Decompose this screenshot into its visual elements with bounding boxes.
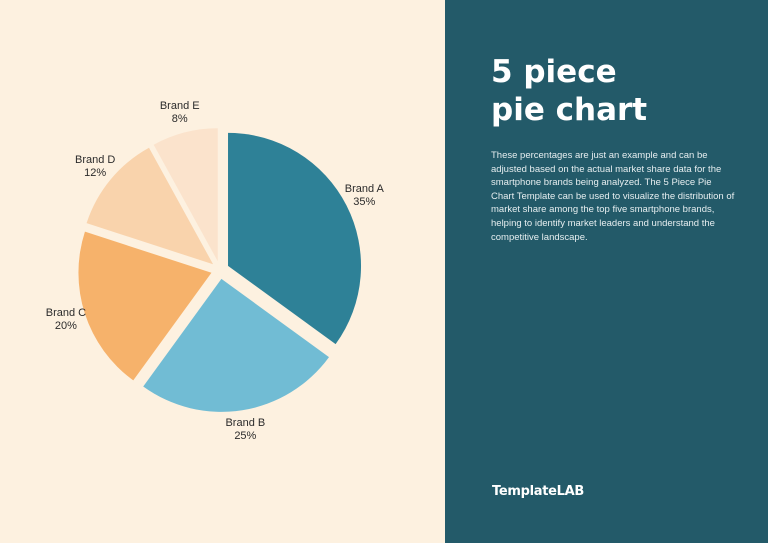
slice-label-brand-e: Brand E 8% [160, 100, 200, 126]
slice-label-name: Brand B [225, 417, 266, 429]
templatelab-logo: TemplateLAB [492, 484, 585, 499]
slice-label-name: Brand E [159, 100, 200, 113]
page-title: 5 piece pie chart [491, 53, 647, 129]
pie-chart [78, 128, 362, 412]
slice-label-name: Brand A [344, 183, 384, 196]
slice-label-brand-d: Brand D 12% [75, 154, 115, 180]
slice-label-brand-c: Brand C 20% [46, 307, 86, 333]
pie-slice-brand-e [153, 128, 218, 262]
pie-slice-brand-d [86, 147, 214, 265]
slice-label-name: Brand D [74, 153, 116, 166]
title-line-2: pie chart [491, 92, 648, 128]
slice-label-value: 35% [353, 196, 376, 209]
pie-slice-brand-a [228, 132, 362, 345]
slice-label-brand-a: Brand A 35% [345, 183, 384, 209]
pie-slice-brand-b [143, 278, 330, 412]
slice-label-value: 20% [54, 320, 77, 333]
description-text: These percentages are just an example an… [491, 150, 735, 243]
slice-label-brand-b: Brand B 25% [225, 417, 265, 443]
info-panel [445, 0, 768, 543]
slice-label-value: 8% [171, 113, 188, 126]
slice-label-value: 25% [234, 430, 257, 442]
slice-label-value: 12% [84, 166, 107, 179]
slice-label-name: Brand C [45, 307, 87, 320]
pie-slice-brand-c [78, 231, 212, 381]
title-line-1: 5 piece [491, 54, 617, 90]
chart-panel: Brand A 35% Brand B 25% Brand C 20% Brand D 12%… [0, 0, 445, 543]
